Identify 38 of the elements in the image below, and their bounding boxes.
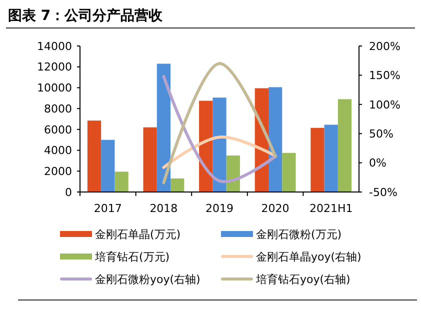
y-tick-label: 14000 — [37, 40, 72, 53]
chart-title: 图表 7：公司分产品营收 — [8, 7, 164, 24]
y2-tick-label: 100% — [369, 98, 400, 112]
x-tick-label: 2019 — [206, 202, 234, 215]
legend-label: 金刚石微粉(万元) — [256, 228, 342, 241]
y-tick-label: 0 — [65, 186, 72, 199]
x-tick-label: 2020 — [261, 202, 290, 215]
bar — [268, 87, 282, 192]
y-tick-label: 8000 — [44, 102, 72, 116]
bar — [101, 140, 115, 192]
x-tick-label: 2021H1 — [309, 202, 353, 215]
x-tick-label: 2018 — [150, 202, 178, 215]
y2-tick-label: 50% — [369, 127, 394, 140]
bar — [310, 128, 324, 192]
y2-tick-label: 0% — [369, 156, 386, 170]
bar — [338, 99, 352, 192]
y-tick-label: 10000 — [37, 82, 72, 95]
bar — [87, 120, 102, 192]
bar — [156, 64, 171, 192]
bar — [114, 172, 128, 192]
bar — [170, 178, 184, 192]
legend-label: 金刚石微粉yoy(右轴) — [95, 272, 200, 286]
bar — [324, 124, 338, 192]
y-tick-label: 4000 — [44, 144, 72, 158]
y-tick-label: 6000 — [44, 123, 72, 136]
y2-tick-label: -50% — [369, 186, 398, 199]
legend-label: 培育钻石yoy(右轴) — [255, 272, 350, 286]
x-tick-label: 2017 — [94, 202, 122, 215]
bar — [212, 98, 226, 192]
y2-tick-label: 200% — [369, 40, 400, 53]
y2-tick-label: 150% — [369, 69, 400, 82]
bar — [143, 127, 157, 192]
bar — [282, 152, 296, 192]
y-tick-label: 2000 — [44, 164, 72, 178]
legend-label: 培育钻石(万元) — [94, 250, 170, 264]
legend-label: 金刚石单晶yoy(右轴) — [256, 250, 362, 264]
y-tick-label: 12000 — [37, 60, 72, 74]
legend-label: 金刚石单晶(万元) — [95, 228, 181, 241]
